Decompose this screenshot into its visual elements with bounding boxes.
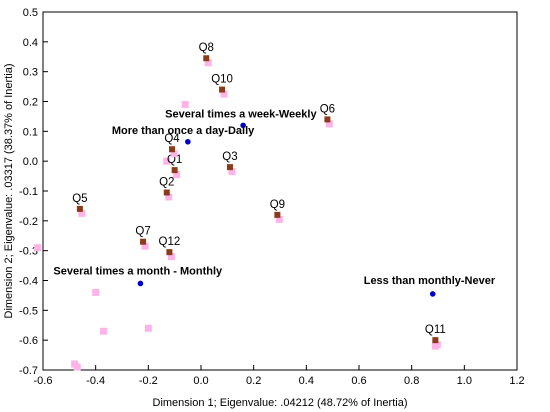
y-tick-label: 0.5 xyxy=(23,7,38,19)
x-tick-label: 0.0 xyxy=(193,375,208,387)
y-tick-label: 0.3 xyxy=(23,67,38,79)
question-marker xyxy=(324,116,331,123)
shadow-marker xyxy=(92,288,100,296)
question-marker xyxy=(432,337,439,344)
x-tick-label: 0.6 xyxy=(351,375,366,387)
question-label: Q4 xyxy=(164,133,180,145)
x-tick-label: 1.0 xyxy=(457,375,472,387)
question-label: Q9 xyxy=(270,199,285,211)
y-tick-label: 0.1 xyxy=(23,126,38,138)
question-label: Q7 xyxy=(135,226,150,238)
question-marker xyxy=(140,238,147,245)
category-label: Less than monthly-Never xyxy=(364,275,496,287)
question-label: Q3 xyxy=(222,151,237,163)
point-shadow xyxy=(275,215,283,223)
question-marker xyxy=(163,189,170,196)
question-marker xyxy=(219,86,226,93)
y-tick-label: -0.6 xyxy=(19,335,38,347)
shadow-marker xyxy=(71,360,79,368)
question-marker xyxy=(226,164,233,171)
question-label: Q12 xyxy=(159,236,181,248)
y-tick-label: 0.2 xyxy=(23,97,38,109)
question-marker xyxy=(203,55,210,62)
x-tick-label: -0.2 xyxy=(139,375,158,387)
x-axis-title: Dimension 1; Eigenvalue: .04212 (48.72% … xyxy=(153,397,408,409)
x-axis-ticks: -0.6 -0.4 -0.2 0.0 0.2 0.4 0.6 0.8 1.0 1.2 xyxy=(34,365,525,387)
y-axis-ticks: 0.5 0.4 0.3 0.2 0.1 0.0 -0.1 -0.2 -0.3 -0.4 -0.5 -0… xyxy=(19,7,48,377)
shadow-marker xyxy=(163,157,171,165)
x-tick-label: 1.2 xyxy=(509,375,524,387)
y-tick-label: -0.7 xyxy=(19,365,38,377)
question-label: Q11 xyxy=(425,324,446,336)
point-shadow xyxy=(165,193,173,201)
question-label: Q8 xyxy=(199,42,214,54)
shadow-marker xyxy=(100,327,108,335)
y-tick-label: -0.3 xyxy=(19,246,38,258)
category-marker xyxy=(240,122,246,129)
category-label: More than once a day-Daily xyxy=(112,125,255,137)
point-shadow xyxy=(141,242,149,250)
category-marker xyxy=(137,280,144,287)
question-label: Q6 xyxy=(320,103,335,115)
question-label: Q5 xyxy=(72,193,87,205)
x-tick-label: 0.8 xyxy=(404,375,419,387)
y-axis-title: Dimension 2; Eigenvalue: .03317 (38.37% … xyxy=(3,64,15,319)
point-shadow xyxy=(78,209,86,217)
y-tick-label: -0.1 xyxy=(19,186,38,198)
point-shadow xyxy=(220,90,228,98)
point-shadow xyxy=(204,59,212,67)
question-marker xyxy=(169,146,176,153)
y-tick-label: 0.0 xyxy=(23,156,38,168)
shadow-marker xyxy=(144,324,152,332)
point-shadow xyxy=(433,341,441,349)
x-tick-label: 0.2 xyxy=(246,375,261,387)
point-shadow xyxy=(167,253,175,261)
question-label: Q2 xyxy=(159,176,174,188)
point-shadow xyxy=(173,171,181,179)
question-marker xyxy=(171,167,178,174)
question-marker xyxy=(274,211,281,218)
question-marker xyxy=(166,249,173,256)
category-label: Several times a week-Weekly xyxy=(165,108,317,120)
y-tick-label: -0.5 xyxy=(19,305,38,317)
category-marker xyxy=(185,138,191,145)
shadow-marker xyxy=(181,100,189,108)
x-tick-label: -0.4 xyxy=(86,375,105,387)
plot-area xyxy=(42,11,518,371)
question-marker xyxy=(76,205,83,212)
x-tick-label: -0.6 xyxy=(34,375,53,387)
y-tick-label: 0.4 xyxy=(23,37,38,49)
y-tick-label: -0.4 xyxy=(19,276,38,288)
x-tick-label: 0.4 xyxy=(299,375,314,387)
point-shadow xyxy=(325,120,333,128)
category-marker xyxy=(429,291,436,297)
shadow-marker xyxy=(34,244,42,252)
point-shadow xyxy=(228,168,236,176)
point-shadow xyxy=(170,150,178,158)
category-label: Several times a month - Monthly xyxy=(53,265,223,277)
y-tick-label: -0.2 xyxy=(19,216,38,228)
question-label: Q10 xyxy=(211,74,233,86)
